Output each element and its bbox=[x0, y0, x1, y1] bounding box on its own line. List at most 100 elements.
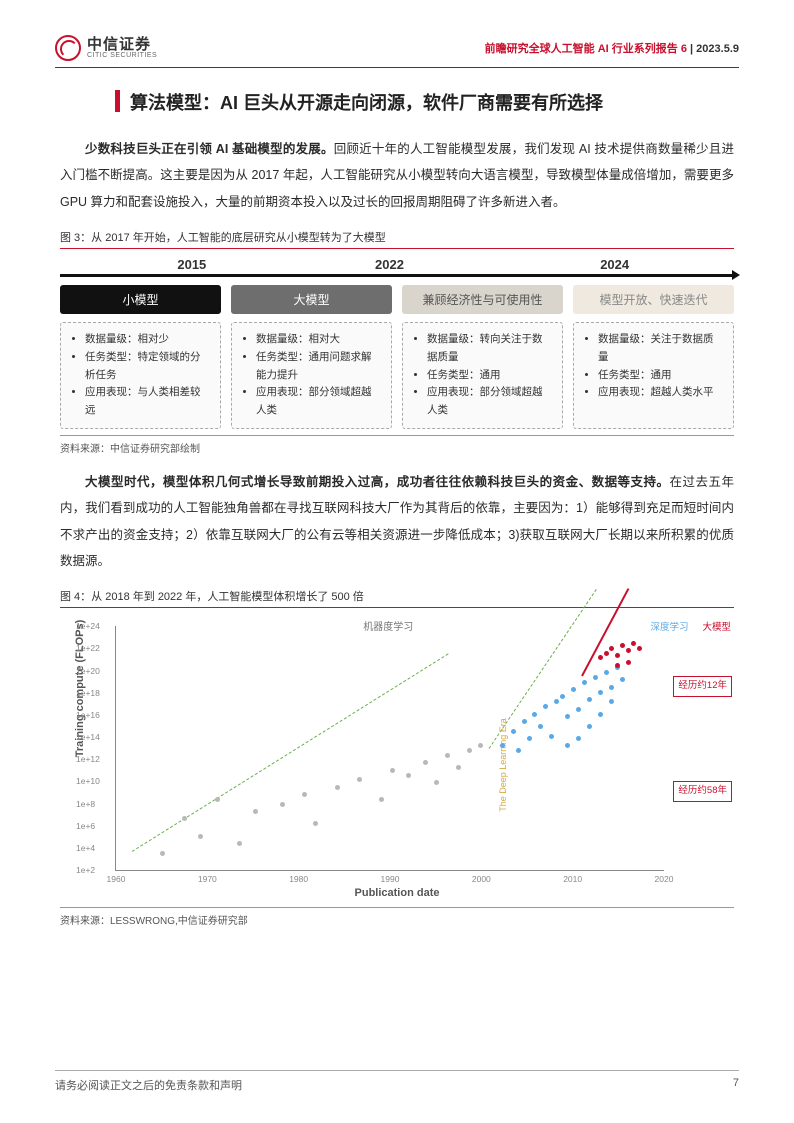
scatter-point-red bbox=[598, 655, 603, 660]
section-title-text: 算法模型：AI 巨头从开源走向闭源，软件厂商需要有所选择 bbox=[130, 86, 603, 120]
stage-boxes: 数据量级：相对少任务类型：特定领域的分析任务应用表现：与人类相差较远数据量级：相… bbox=[60, 322, 734, 429]
x-tick: 1980 bbox=[289, 874, 308, 884]
scatter-point-blue bbox=[565, 714, 570, 719]
x-tick: 1990 bbox=[381, 874, 400, 884]
y-tick: 1e+8 bbox=[76, 799, 95, 809]
scatter-point-blue bbox=[576, 707, 581, 712]
trend-line-1 bbox=[132, 653, 449, 851]
report-date: 2023.5.9 bbox=[696, 43, 739, 55]
footer-disclaimer: 请务必阅读正文之后的免责条款和声明 bbox=[55, 1077, 242, 1093]
scatter-point-grey bbox=[357, 777, 362, 782]
x-tick: 2020 bbox=[655, 874, 674, 884]
fig4-chart: Training compute (FLOPs) Publication dat… bbox=[60, 616, 734, 901]
scatter-point-blue bbox=[543, 704, 548, 709]
chart-plot-area: The Deep Learning Era 1e+21e+41e+61e+81e… bbox=[115, 626, 664, 871]
scatter-point-grey bbox=[215, 797, 220, 802]
fig4-xlabel: Publication date bbox=[355, 887, 440, 899]
scatter-point-blue bbox=[554, 699, 559, 704]
scatter-point-grey bbox=[406, 773, 411, 778]
scatter-point-grey bbox=[390, 768, 395, 773]
stage-headers: 小模型大模型兼顾经济性与可使用性模型开放、快速迭代 bbox=[60, 285, 734, 314]
report-series: 前瞻研究全球人工智能 AI 行业系列报告 6 bbox=[485, 43, 687, 55]
scatter-point-red bbox=[604, 651, 609, 656]
scatter-point-red bbox=[615, 663, 620, 668]
accent-bar bbox=[115, 90, 120, 112]
scatter-point-grey bbox=[445, 753, 450, 758]
x-tick: 2010 bbox=[563, 874, 582, 884]
logo-text-en: CITIC SECURITIES bbox=[87, 52, 157, 59]
stage-bullet: 任务类型：特定领域的分析任务 bbox=[85, 349, 210, 385]
scatter-point-grey bbox=[313, 821, 318, 826]
stage-bullet: 应用表现：超越人类水平 bbox=[598, 384, 723, 402]
fig3-source: 资料来源：中信证券研究部绘制 bbox=[60, 435, 734, 455]
scatter-point-grey bbox=[434, 780, 439, 785]
para1-lead: 少数科技巨头正在引领 AI 基础模型的发展。 bbox=[85, 142, 334, 156]
scatter-point-blue bbox=[604, 670, 609, 675]
scatter-point-blue bbox=[598, 712, 603, 717]
anno-58y: 经历约58年 bbox=[673, 781, 732, 801]
scatter-point-blue bbox=[500, 743, 505, 748]
scatter-point-grey bbox=[198, 834, 203, 839]
stage-bullet: 数据量级：关注于数据质量 bbox=[598, 331, 723, 367]
logo-text-cn: 中信证券 bbox=[87, 37, 157, 52]
y-tick: 1e+4 bbox=[76, 843, 95, 853]
y-tick: 1e+12 bbox=[76, 754, 100, 764]
scatter-point-grey bbox=[160, 851, 165, 856]
logo-icon bbox=[55, 35, 81, 61]
scatter-point-grey bbox=[423, 760, 428, 765]
y-tick: 1e+10 bbox=[76, 776, 100, 786]
page-header: 中信证券 CITIC SECURITIES 前瞻研究全球人工智能 AI 行业系列… bbox=[55, 35, 739, 68]
scatter-point-blue bbox=[587, 697, 592, 702]
section-title: 算法模型：AI 巨头从开源走向闭源，软件厂商需要有所选择 bbox=[115, 86, 739, 120]
stage-header: 兼顾经济性与可使用性 bbox=[402, 285, 563, 314]
scatter-point-red bbox=[609, 646, 614, 651]
scatter-point-blue bbox=[582, 680, 587, 685]
page-footer: 请务必阅读正文之后的免责条款和声明 7 bbox=[55, 1070, 739, 1093]
scatter-point-grey bbox=[467, 748, 472, 753]
paragraph-1: 少数科技巨头正在引领 AI 基础模型的发展。回顾近十年的人工智能模型发展，我们发… bbox=[60, 136, 734, 215]
stage-bullet: 应用表现：与人类相差较远 bbox=[85, 384, 210, 420]
fig3-chart: 2015 2022 2024 小模型大模型兼顾经济性与可使用性模型开放、快速迭代… bbox=[60, 257, 734, 429]
scatter-point-grey bbox=[253, 809, 258, 814]
scatter-point-blue bbox=[620, 677, 625, 682]
scatter-point-blue bbox=[576, 736, 581, 741]
y-tick: 1e+20 bbox=[76, 666, 100, 676]
x-tick: 1970 bbox=[198, 874, 217, 884]
header-meta: 前瞻研究全球人工智能 AI 行业系列报告 6 | 2023.5.9 bbox=[485, 40, 739, 56]
scatter-point-red bbox=[626, 648, 631, 653]
y-tick: 1e+18 bbox=[76, 688, 100, 698]
y-tick: 1e+14 bbox=[76, 732, 100, 742]
scatter-point-blue bbox=[549, 734, 554, 739]
y-tick: 1e+16 bbox=[76, 710, 100, 720]
stage-box: 数据量级：相对少任务类型：特定领域的分析任务应用表现：与人类相差较远 bbox=[60, 322, 221, 429]
legend-large: 大模型 bbox=[699, 618, 734, 634]
scatter-point-grey bbox=[237, 841, 242, 846]
stage-bullet: 任务类型：通用 bbox=[598, 367, 723, 385]
para2-lead: 大模型时代，模型体积几何式增长导致前期投入过高，成功者往往依赖科技巨头的资金、数… bbox=[85, 475, 670, 489]
fig3-years: 2015 2022 2024 bbox=[60, 257, 734, 272]
fig4-caption: 图 4：从 2018 年到 2022 年，人工智能模型体积增长了 500 倍 bbox=[60, 588, 734, 608]
stage-box: 数据量级：转向关注于数据质量任务类型：通用应用表现：部分领域超越人类 bbox=[402, 322, 563, 429]
stage-header: 模型开放、快速迭代 bbox=[573, 285, 734, 314]
stage-bullet: 任务类型：通用 bbox=[427, 367, 552, 385]
timeline-arrow bbox=[60, 274, 734, 277]
scatter-point-grey bbox=[182, 816, 187, 821]
year-2022: 2022 bbox=[298, 257, 482, 272]
stage-bullet: 应用表现：部分领域超越人类 bbox=[427, 384, 552, 420]
scatter-point-blue bbox=[609, 699, 614, 704]
era-label: The Deep Learning Era bbox=[498, 719, 508, 813]
scatter-point-blue bbox=[527, 736, 532, 741]
scatter-point-blue bbox=[571, 687, 576, 692]
y-tick: 1e+6 bbox=[76, 821, 95, 831]
stage-header: 小模型 bbox=[60, 285, 221, 314]
fig4-source: 资料来源：LESSWRONG,中信证券研究部 bbox=[60, 907, 734, 927]
scatter-point-blue bbox=[587, 724, 592, 729]
scatter-point-blue bbox=[560, 694, 565, 699]
scatter-point-blue bbox=[598, 690, 603, 695]
scatter-point-red bbox=[620, 643, 625, 648]
scatter-point-blue bbox=[593, 675, 598, 680]
stage-bullet: 数据量级：转向关注于数据质量 bbox=[427, 331, 552, 367]
x-tick: 2000 bbox=[472, 874, 491, 884]
stage-box: 数据量级：关注于数据质量任务类型：通用应用表现：超越人类水平 bbox=[573, 322, 734, 429]
year-2024: 2024 bbox=[495, 257, 734, 272]
